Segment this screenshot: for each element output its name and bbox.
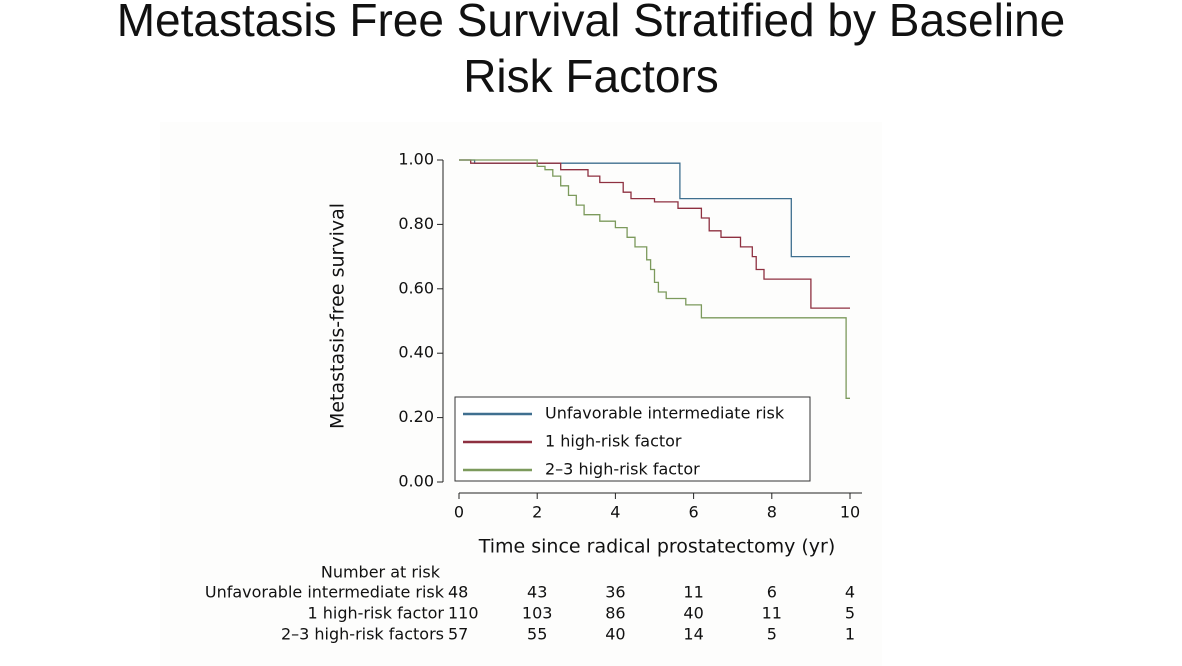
y-tick-label: 0.20: [398, 407, 434, 426]
risk-count: 5: [845, 604, 855, 623]
risk-count: 57: [448, 625, 468, 644]
y-tick-label: 0.60: [398, 278, 434, 297]
legend-label: 1 high-risk factor: [545, 432, 682, 451]
risk-count: 14: [683, 625, 703, 644]
risk-count: 11: [683, 583, 703, 602]
risk-count: 48: [448, 583, 468, 602]
risk-row-label: 2–3 high-risk factors: [281, 625, 444, 644]
y-tick-label: 0.40: [398, 343, 434, 362]
risk-row-label: Unfavorable intermediate risk: [205, 583, 445, 602]
x-tick-label: 4: [610, 503, 620, 522]
survival-curve: [459, 159, 850, 309]
legend-label: Unfavorable intermediate risk: [545, 404, 785, 423]
y-tick-label: 0.00: [398, 472, 434, 491]
legend-label: 2–3 high-risk factor: [545, 460, 700, 479]
chart-panel: [160, 122, 882, 666]
risk-table-title: Number at risk: [321, 563, 441, 582]
x-tick-label: 6: [689, 503, 699, 522]
survival-curve: [459, 159, 850, 399]
risk-count: 11: [762, 604, 782, 623]
slide-title: Risk Factors: [463, 50, 719, 102]
slide-title: Metastasis Free Survival Stratified by B…: [117, 0, 1066, 46]
risk-count: 36: [605, 583, 625, 602]
risk-count: 86: [605, 604, 625, 623]
risk-count: 6: [767, 583, 777, 602]
x-tick-label: 10: [840, 503, 860, 522]
y-axis-title: Metastasis-free survival: [327, 203, 349, 429]
risk-count: 40: [683, 604, 703, 623]
y-tick-label: 0.80: [398, 214, 434, 233]
risk-count: 1: [845, 625, 855, 644]
x-tick-label: 0: [454, 503, 464, 522]
risk-count: 4: [845, 583, 855, 602]
risk-count: 40: [605, 625, 625, 644]
risk-count: 43: [527, 583, 547, 602]
x-tick-label: 2: [532, 503, 542, 522]
risk-count: 110: [448, 604, 479, 623]
risk-count: 5: [767, 625, 777, 644]
x-axis-title: Time since radical prostatectomy (yr): [478, 536, 836, 558]
y-tick-label: 1.00: [398, 150, 434, 169]
risk-count: 55: [527, 625, 547, 644]
legend-box: [454, 396, 811, 482]
risk-count: 103: [522, 604, 553, 623]
risk-row-label: 1 high-risk factor: [307, 604, 444, 623]
x-tick-label: 8: [767, 503, 777, 522]
